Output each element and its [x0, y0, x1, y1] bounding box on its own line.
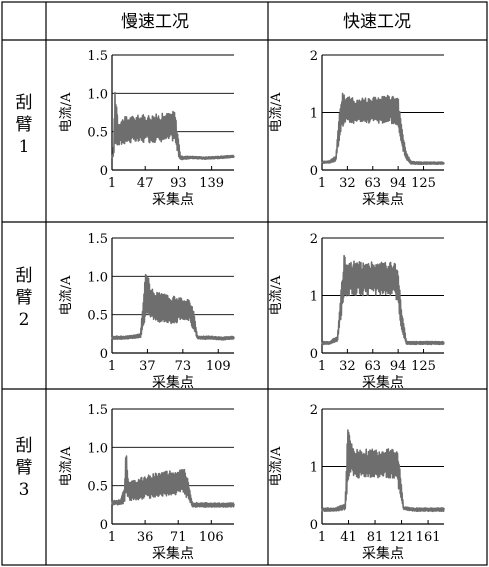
row-label-line: 刮	[16, 266, 33, 286]
y-tick-label: 0.5	[87, 309, 108, 324]
x-tick-label: 106	[199, 530, 224, 545]
x-tick-label: 161	[416, 530, 441, 545]
x-tick-label: 94	[390, 359, 407, 374]
row-label-line: 2	[19, 310, 30, 330]
y-axis-label: 电流/A	[59, 446, 74, 486]
x-axis-label: 采集点	[152, 545, 194, 562]
x-tick-label: 1	[108, 530, 116, 545]
x-tick-label: 36	[137, 530, 154, 545]
row-label-1: 刮 臂 1	[16, 93, 33, 157]
y-tick-label: 1.0	[87, 87, 108, 102]
y-axis-label: 电流/A	[269, 92, 284, 132]
row-label-3: 刮 臂 3	[16, 436, 33, 500]
header-fast: 快速工况	[343, 12, 411, 32]
y-axis-label: 电流/A	[269, 446, 284, 486]
y-axis-label: 电流/A	[59, 275, 74, 315]
y-tick-label: 2	[310, 403, 318, 418]
y-tick-label: 2	[310, 232, 318, 247]
y-tick-label: 1.5	[87, 403, 108, 418]
row-label-line: 臂	[16, 115, 33, 135]
x-tick-label: 121	[389, 530, 414, 545]
x-tick-label: 125	[411, 359, 436, 374]
y-tick-label: 1.0	[87, 270, 108, 285]
y-tick-label: 0	[310, 347, 318, 362]
y-tick-label: 0	[310, 518, 318, 533]
chart-r3c1: 0 0.5 1.0 1.5 1 36 71 106 采集点 电流/A	[59, 403, 235, 562]
x-tick-label: 32	[339, 359, 356, 374]
x-tick-label: 1	[318, 530, 326, 545]
x-tick-label: 37	[139, 359, 156, 374]
x-axis-label: 采集点	[152, 191, 194, 208]
y-tick-label: 1.0	[87, 441, 108, 456]
row-label-2: 刮 臂 2	[16, 266, 33, 330]
x-tick-label: 47	[137, 176, 154, 191]
x-tick-label: 109	[206, 359, 231, 374]
x-tick-label: 81	[367, 530, 384, 545]
x-tick-label: 93	[170, 176, 187, 191]
current-series-line	[111, 455, 235, 508]
y-tick-label: 0	[100, 164, 108, 179]
x-axis-label: 采集点	[362, 191, 404, 208]
header-slow: 慢速工况	[121, 11, 189, 32]
current-series-line	[321, 254, 445, 346]
x-tick-label: 63	[364, 359, 381, 374]
y-axis-label: 电流/A	[59, 92, 74, 132]
current-series-line	[111, 91, 235, 161]
chart-r1c1: 0 0.5 1.0 1.5 1 47 93 139 采集点 电流/A	[59, 49, 235, 208]
current-series-line	[321, 92, 445, 165]
current-series-line	[321, 429, 445, 513]
row-label-line: 臂	[16, 458, 33, 478]
chart-r2c1: 0 0.5 1.0 1.5 1 37 73 109 采集点 电流/A	[59, 232, 235, 391]
x-axis-label: 采集点	[362, 374, 404, 391]
x-tick-label: 94	[390, 176, 407, 191]
row-label-line: 1	[19, 137, 30, 157]
y-tick-label: 0	[100, 518, 108, 533]
x-tick-label: 71	[170, 530, 187, 545]
x-axis-label: 采集点	[152, 374, 194, 391]
y-tick-label: 1	[310, 290, 318, 305]
x-tick-label: 32	[339, 176, 356, 191]
y-tick-label: 1.5	[87, 232, 108, 247]
y-tick-label: 0	[100, 347, 108, 362]
y-axis-label: 电流/A	[269, 275, 284, 315]
y-tick-label: 0.5	[87, 126, 108, 141]
y-tick-label: 2	[310, 49, 318, 64]
x-axis-label: 采集点	[362, 545, 404, 562]
row-label-line: 刮	[16, 436, 33, 456]
y-tick-label: 1	[310, 107, 318, 122]
row-label-line: 刮	[16, 93, 33, 113]
x-tick-label: 1	[108, 359, 116, 374]
x-tick-label: 1	[318, 176, 326, 191]
current-series-line	[111, 273, 235, 341]
x-tick-label: 125	[411, 176, 436, 191]
x-tick-label: 139	[199, 176, 224, 191]
row-label-line: 3	[19, 480, 30, 500]
x-tick-label: 73	[175, 359, 192, 374]
y-tick-label: 1.5	[87, 49, 108, 64]
y-tick-label: 0	[310, 164, 318, 179]
x-tick-label: 63	[364, 176, 381, 191]
y-tick-label: 1	[310, 461, 318, 476]
y-tick-label: 0.5	[87, 480, 108, 495]
row-label-line: 臂	[16, 288, 33, 308]
x-tick-label: 41	[340, 530, 357, 545]
x-tick-label: 1	[318, 359, 326, 374]
x-tick-label: 1	[108, 176, 116, 191]
